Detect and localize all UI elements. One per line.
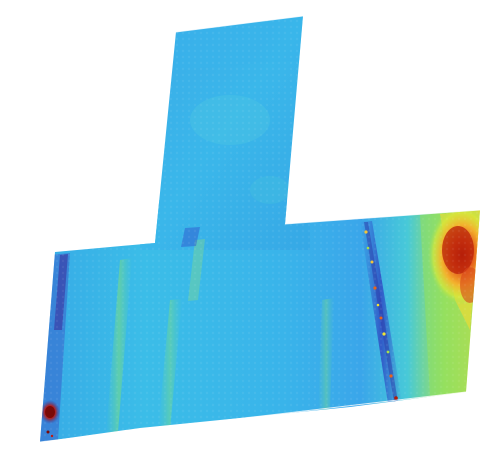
- swath-edges: [39, 15, 481, 443]
- sample-points: [46, 230, 398, 438]
- coverage-area: [40, 16, 480, 442]
